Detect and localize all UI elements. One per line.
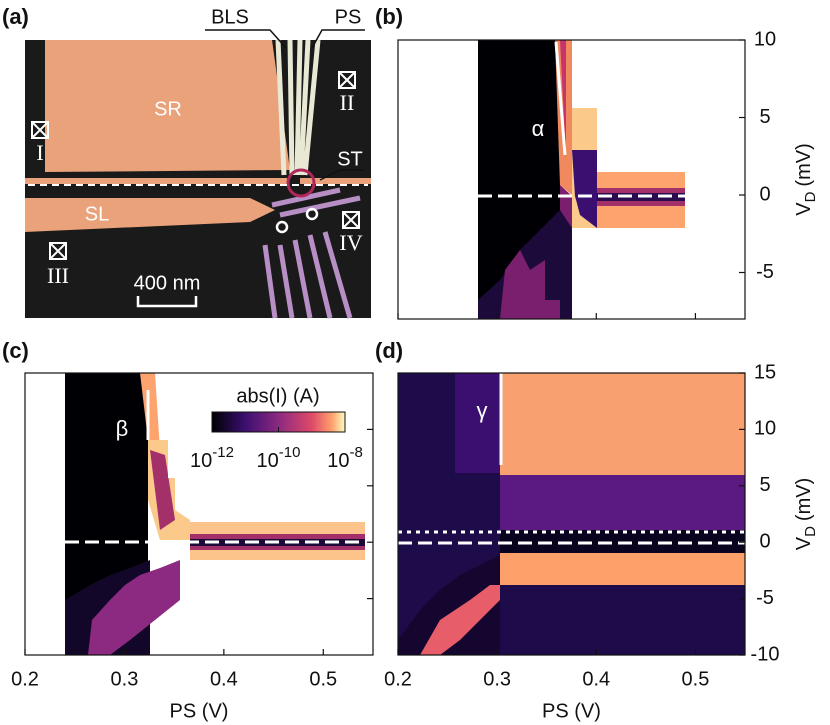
micrograph [25,29,371,319]
annotation: γ [477,398,488,423]
gate-label: BLS [211,6,249,28]
heatmap-image [398,373,745,655]
colorbar-tick-exponent: -12 [212,444,234,461]
colorbar-tick-exponent: -10 [279,444,301,461]
plot-frame [397,372,746,656]
colorbar-tick-label: 10-10 [257,444,301,472]
y-label-symbol: V [793,202,815,216]
y-label-symbol: V [793,536,815,550]
colorbar-tick-label: 10-12 [190,444,234,472]
y-tick-label: -5 [756,261,774,283]
x-tick-label: 0.4 [582,668,610,690]
x-axis-label: PS (V) [170,700,229,722]
y-tick-label: 0 [759,530,770,552]
x-tick-label: 0.5 [682,668,710,690]
y-tick-label: -10 [751,643,780,665]
annotation: α [532,116,545,141]
colorbar-tick-exponent: -8 [349,444,362,461]
colorbar-title: abs(I) (A) [236,385,319,407]
y-tick-label: 5 [759,106,770,128]
y-axis-label: VD (mV) [793,478,819,551]
y-tick-label: 0 [759,183,770,205]
contact-label: IV [339,230,362,255]
gate-label: PS [335,6,362,28]
y-axis-label: VD (mV) [793,143,819,216]
y-tick-label: -5 [756,587,774,609]
colorbar-tick-base: 10 [257,450,279,472]
y-tick-label: 10 [754,28,776,50]
y-label-subscript: D [802,191,819,202]
y-tick-label: 5 [759,474,770,496]
y-label-subscript: D [802,526,819,537]
region-label: SR [154,98,182,120]
panel-label: (a) [2,4,29,29]
colorbar-tick-base: 10 [190,450,212,472]
y-label-unit: (mV) [793,143,815,186]
scale-bar-label: 400 nm [134,272,201,294]
x-tick-label: 0.4 [210,668,238,690]
y-tick-label: 15 [754,361,776,383]
contact-label: II [340,90,355,115]
y-label-unit: (mV) [793,478,815,521]
colorbar-tick-base: 10 [327,450,349,472]
heatmap-image [478,40,686,319]
panel-label: (b) [375,4,403,29]
x-tick-label: 0.3 [111,668,139,690]
panel-label: (d) [375,338,403,363]
region-label: SL [85,203,109,225]
plot-frame [24,372,374,656]
y-tick-label: 10 [754,418,776,440]
x-tick-label: 0.2 [11,668,39,690]
transistor-label: ST [337,148,363,170]
x-tick-label: 0.5 [309,668,337,690]
contact-label: I [36,140,43,165]
panel-label: (c) [2,338,29,363]
x-tick-label: 0.3 [483,668,511,690]
colorbar-tick-label: 10-8 [327,444,363,472]
x-axis-label: PS (V) [542,700,601,722]
x-tick-label: 0.2 [384,668,412,690]
plot-frame [397,39,746,320]
contact-label: III [47,263,69,288]
annotation: β [116,416,129,441]
